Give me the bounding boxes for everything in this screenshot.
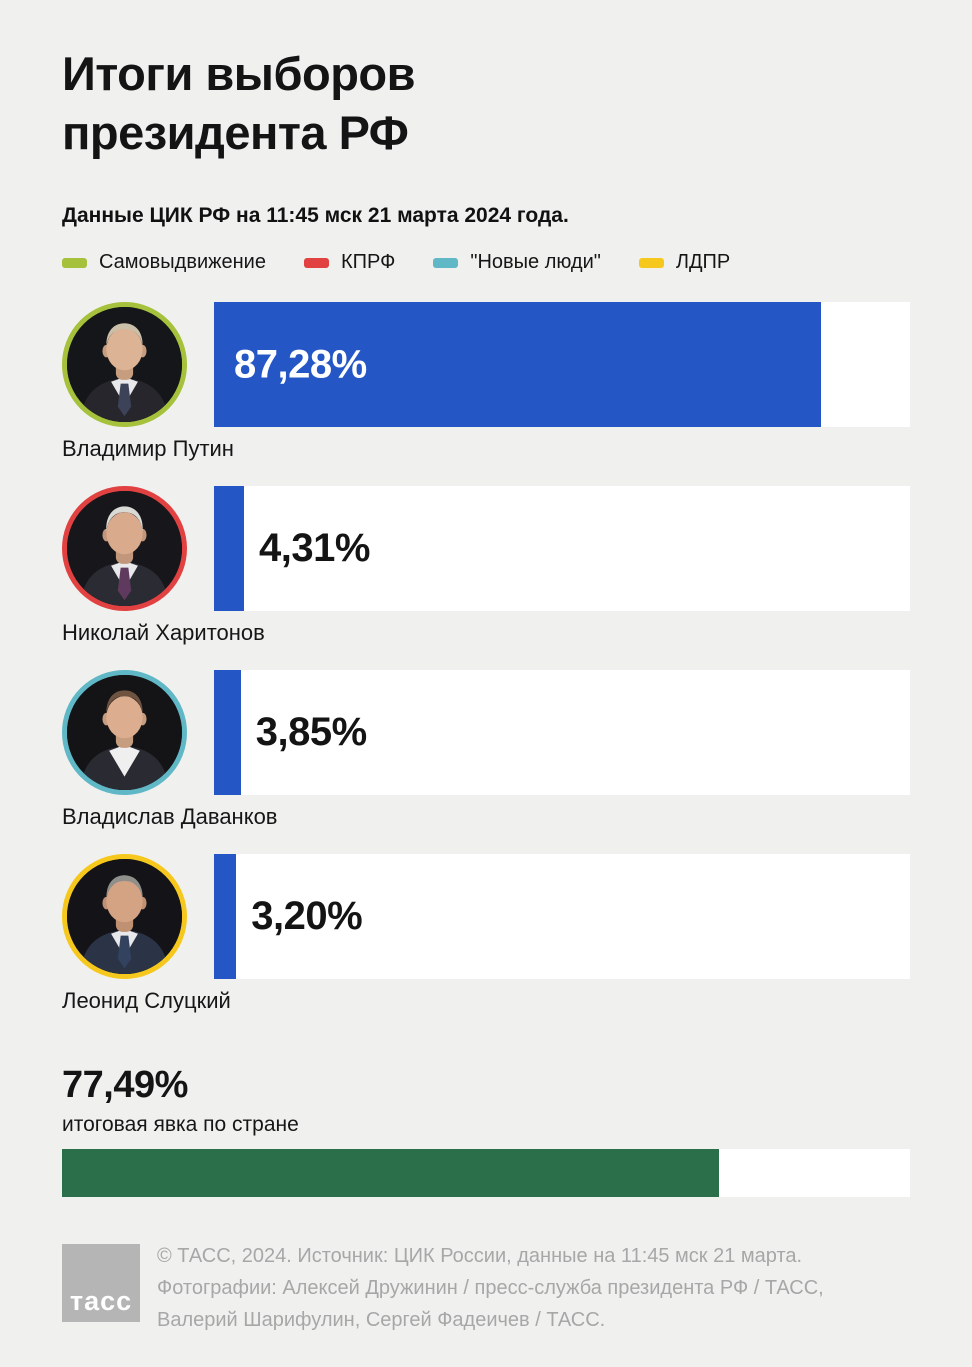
turnout-section: 77,49% итоговая явка по стране xyxy=(62,1064,910,1197)
tass-logo: тасс xyxy=(62,1244,140,1322)
result-value: 87,28% xyxy=(234,342,367,386)
portrait-illustration xyxy=(67,307,182,422)
turnout-caption: итоговая явка по стране xyxy=(62,1113,299,1136)
result-value: 3,20% xyxy=(251,894,363,938)
legend-item-samovydvizhenie: Самовыдвижение xyxy=(62,251,266,274)
candidate-photo-putin xyxy=(62,302,187,427)
legend-item-novye-lyudi: "Новые люди" xyxy=(433,251,601,274)
candidate-photo-slutsky xyxy=(62,854,187,979)
legend-label: КПРФ xyxy=(340,251,396,273)
portrait-illustration xyxy=(67,491,182,606)
legend-swatch-green xyxy=(62,257,87,268)
footer-credit-line: © ТАСС, 2024. Источник: ЦИК России, данн… xyxy=(157,1245,803,1267)
title-line-1: Итоги выборов xyxy=(62,47,416,100)
legend-label: Самовыдвижение xyxy=(99,251,266,273)
party-legend: Самовыдвижение КПРФ "Новые люди" ЛДПР xyxy=(62,251,910,274)
portrait-illustration xyxy=(67,859,182,974)
footer: тасс © ТАСС, 2024. Источник: ЦИК России,… xyxy=(62,1240,910,1336)
legend-swatch-red xyxy=(303,257,329,268)
candidate-name: Николай Харитонов xyxy=(62,620,265,645)
turnout-bar-track xyxy=(62,1149,910,1197)
candidate-photo-kharitonov xyxy=(62,486,187,611)
footer-credits: © ТАСС, 2024. Источник: ЦИК России, данн… xyxy=(157,1240,824,1336)
result-bar-fill xyxy=(214,302,822,427)
turnout-value: 77,49% xyxy=(62,1064,188,1106)
candidate-name: Владислав Даванков xyxy=(62,804,278,829)
legend-item-ldpr: ЛДПР xyxy=(638,251,731,274)
result-bar-track: 3,20% xyxy=(214,854,910,979)
candidate-row-slutsky: 3,20% Леонид Слуцкий xyxy=(62,854,910,1014)
result-bar-fill xyxy=(214,670,241,795)
candidate-name: Владимир Путин xyxy=(62,436,234,461)
portrait-illustration xyxy=(67,675,182,790)
footer-credit-line: Фотографии: Алексей Дружинин / пресс-слу… xyxy=(157,1277,824,1299)
candidate-photo-davankov xyxy=(62,670,187,795)
result-value: 4,31% xyxy=(258,526,370,570)
candidate-row-kharitonov: 4,31% Николай Харитонов xyxy=(62,486,910,646)
result-bar-fill xyxy=(214,854,237,979)
legend-label: "Новые люди" xyxy=(470,251,601,273)
turnout-bar-fill xyxy=(62,1149,720,1197)
data-source-subtitle: Данные ЦИК РФ на 11:45 мск 21 марта 2024… xyxy=(62,204,569,227)
tass-logo-text: тасс xyxy=(69,1286,133,1316)
legend-label: ЛДПР xyxy=(675,251,731,273)
legend-swatch-teal xyxy=(433,257,459,268)
title-line-2: президента РФ xyxy=(62,106,409,159)
result-bar-track: 4,31% xyxy=(214,486,910,611)
result-bar-track: 87,28% xyxy=(214,302,910,427)
candidate-row-putin: 87,28% Владимир Путин xyxy=(62,302,910,462)
candidate-row-davankov: 3,85% Владислав Даванков xyxy=(62,670,910,830)
page-title: Итоги выборов президента РФ xyxy=(62,44,910,162)
result-bar-track: 3,85% xyxy=(214,670,910,795)
candidate-name: Леонид Слуцкий xyxy=(62,988,231,1013)
legend-item-kprf: КПРФ xyxy=(303,251,396,274)
legend-swatch-yellow xyxy=(638,257,664,268)
footer-credit-line: Валерий Шарифулин, Сергей Фадеичев / ТАС… xyxy=(157,1309,606,1331)
result-bar-fill xyxy=(214,486,244,611)
results-chart: 87,28% Владимир Путин xyxy=(62,302,910,1014)
result-value: 3,85% xyxy=(255,710,367,754)
